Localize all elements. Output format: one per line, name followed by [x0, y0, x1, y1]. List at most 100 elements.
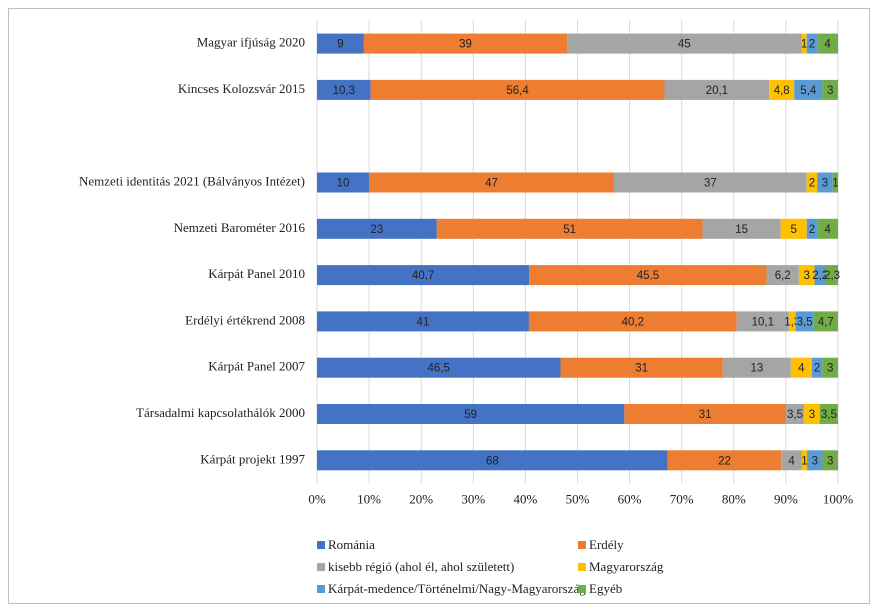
bar-segment [801, 450, 808, 471]
data-label: 10 [337, 178, 350, 190]
data-label: 22 [718, 455, 731, 467]
data-label: 3,5 [821, 409, 837, 421]
bar-segment [317, 450, 668, 471]
x-tick-label: 90% [774, 491, 798, 506]
data-label: 59 [464, 409, 477, 421]
data-label: 4 [798, 363, 805, 375]
data-label: 3 [804, 270, 810, 282]
chart-frame [8, 8, 870, 604]
data-label: 1 [832, 178, 838, 190]
bar-segment [317, 404, 625, 424]
x-tick-label: 20% [409, 491, 433, 506]
data-label: 2 [809, 224, 815, 236]
bar-segment [317, 357, 561, 378]
bar-segment [528, 311, 737, 332]
data-label: 51 [563, 224, 576, 236]
bar-segment [807, 450, 823, 471]
data-label: 45 [678, 39, 691, 51]
data-label: 5 [791, 224, 797, 236]
y-tick-label: Magyar ifjúság 2020 [197, 35, 305, 50]
data-label: 46,5 [428, 363, 450, 375]
bar-segment [795, 311, 814, 332]
y-tick-label: Társadalmi kapcsolathálók 2000 [136, 405, 305, 420]
data-label: 2 [809, 178, 815, 190]
bar-segment [317, 265, 530, 286]
legend-swatch [578, 563, 586, 571]
data-label: 4 [788, 455, 795, 467]
data-label: 2 [809, 39, 815, 51]
x-tick-label: 30% [461, 491, 485, 506]
data-label: 2 [814, 363, 820, 375]
bar-segment [769, 79, 795, 100]
legend-label: Egyéb [589, 581, 622, 596]
x-tick-label: 60% [618, 491, 642, 506]
x-tick-label: 80% [722, 491, 746, 506]
y-tick-label: Kárpát Panel 2010 [208, 266, 305, 281]
bar-segment [806, 172, 818, 193]
bar-segment [826, 265, 838, 286]
bar-segment [370, 79, 665, 100]
bar-segment [780, 218, 807, 239]
data-label: 3 [809, 409, 815, 421]
legend-swatch [317, 563, 325, 571]
bar-segment [317, 79, 371, 100]
bar-segment [817, 218, 838, 239]
legend-label: Kárpát-medence/Történelmi/Nagy-Magyarors… [328, 581, 586, 596]
legend-label: Magyarország [589, 559, 664, 574]
bar-segment [317, 218, 437, 239]
legend-swatch [317, 585, 325, 593]
bar-segment [788, 311, 796, 332]
bar-segment [811, 357, 823, 378]
legend-swatch [317, 541, 325, 549]
data-label: 6,2 [775, 270, 791, 282]
bar-segment [822, 450, 838, 471]
data-label: 37 [704, 178, 717, 190]
y-tick-label: Nemzeti identitás 2021 (Bálványos Intéze… [79, 173, 305, 188]
data-label: 4,7 [818, 316, 834, 328]
y-tick-label: Kárpát Panel 2007 [208, 359, 305, 374]
data-label: 3 [827, 455, 833, 467]
data-label: 9 [337, 39, 343, 51]
bar-segment [801, 33, 807, 54]
bar-segment [817, 33, 838, 54]
data-label: 47 [485, 178, 498, 190]
data-label: 56,4 [506, 85, 529, 97]
legend-label: Erdély [589, 537, 624, 552]
data-label: 4 [824, 224, 831, 236]
data-label: 4 [824, 39, 831, 51]
data-label: 2,2 [812, 270, 828, 282]
data-label: 31 [635, 363, 648, 375]
x-tick-label: 40% [513, 491, 537, 506]
y-tick-label: Kincses Kolozsvár 2015 [178, 81, 305, 96]
legend-label: kisebb régió (ahol él, ahol született) [328, 559, 514, 574]
bar-segment [317, 172, 370, 193]
bar-segment [667, 450, 782, 471]
legend-swatch [578, 541, 586, 549]
bar-segment [702, 218, 781, 239]
data-label: 40,2 [622, 316, 644, 328]
data-label: 41 [417, 316, 430, 328]
data-label: 10,3 [333, 85, 355, 97]
bar-segment [317, 311, 529, 332]
data-label: 31 [699, 409, 712, 421]
bar-segment [832, 172, 838, 193]
bar-segment [664, 79, 770, 100]
y-tick-label: Nemzeti Barométer 2016 [174, 220, 306, 235]
bar-segment [785, 404, 805, 424]
bar-segment [317, 33, 364, 54]
data-label: 68 [486, 455, 499, 467]
bar-segment [781, 450, 802, 471]
bar-segment [624, 404, 786, 424]
bar-segment [722, 357, 791, 378]
y-tick-label: Erdélyi értékrend 2008 [185, 312, 305, 327]
data-label: 39 [459, 39, 472, 51]
data-label: 4,8 [774, 85, 790, 97]
bar-segment [798, 265, 815, 286]
data-label: 23 [371, 224, 384, 236]
data-label: 1 [801, 455, 807, 467]
data-label: 13 [750, 363, 763, 375]
data-label: 15 [735, 224, 748, 236]
data-label: 3,5 [797, 316, 813, 328]
bar-segment [436, 218, 703, 239]
